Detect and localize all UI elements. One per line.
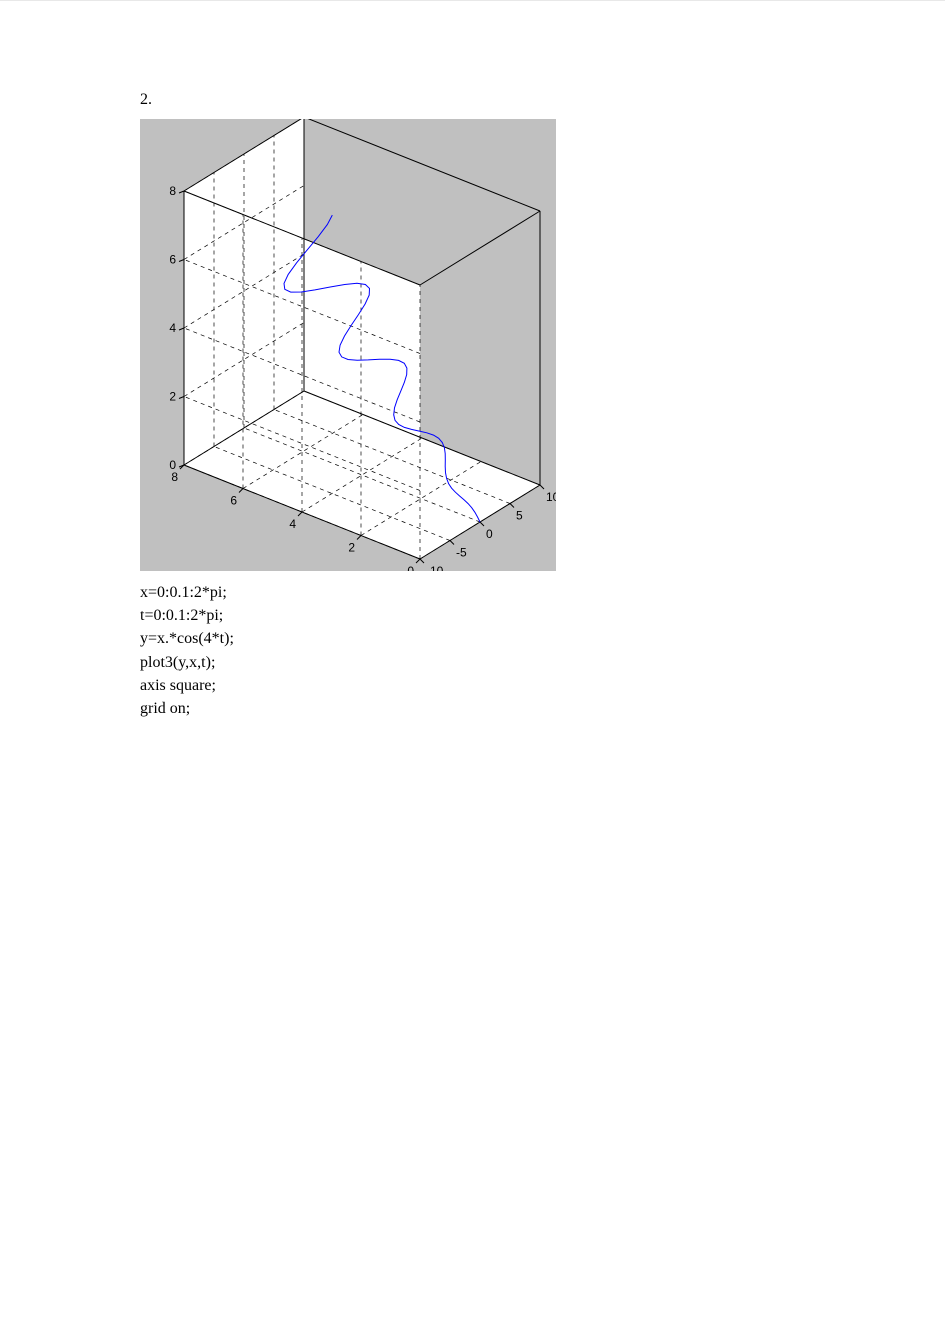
svg-text:4: 4 bbox=[169, 321, 176, 335]
code-line: t=0:0.1:2*pi; bbox=[140, 604, 945, 627]
svg-text:0: 0 bbox=[486, 527, 493, 541]
code-line: plot3(y,x,t); bbox=[140, 651, 945, 674]
svg-text:2: 2 bbox=[169, 390, 176, 404]
document-page: 2. 0246802468-10-50510 x=0:0.1:2*pi; t=0… bbox=[0, 0, 945, 1337]
matlab-code: x=0:0.1:2*pi; t=0:0.1:2*pi; y=x.*cos(4*t… bbox=[140, 581, 945, 720]
matlab-3d-plot: 0246802468-10-50510 bbox=[140, 119, 556, 571]
plot-svg: 0246802468-10-50510 bbox=[140, 119, 556, 571]
svg-text:8: 8 bbox=[169, 184, 176, 198]
svg-text:10: 10 bbox=[546, 490, 556, 504]
code-line: axis square; bbox=[140, 674, 945, 697]
code-line: x=0:0.1:2*pi; bbox=[140, 581, 945, 604]
section-number: 2. bbox=[140, 91, 945, 109]
svg-text:-5: -5 bbox=[456, 546, 467, 560]
svg-text:4: 4 bbox=[289, 517, 296, 531]
svg-text:6: 6 bbox=[169, 253, 176, 267]
code-line: y=x.*cos(4*t); bbox=[140, 627, 945, 650]
code-line: grid on; bbox=[140, 697, 945, 720]
svg-text:2: 2 bbox=[348, 541, 355, 555]
svg-text:8: 8 bbox=[171, 470, 178, 484]
svg-text:5: 5 bbox=[516, 509, 523, 523]
page-content: 2. 0246802468-10-50510 x=0:0.1:2*pi; t=0… bbox=[140, 91, 945, 720]
svg-text:0: 0 bbox=[407, 564, 414, 571]
svg-text:-10: -10 bbox=[426, 564, 444, 571]
svg-text:6: 6 bbox=[230, 494, 237, 508]
